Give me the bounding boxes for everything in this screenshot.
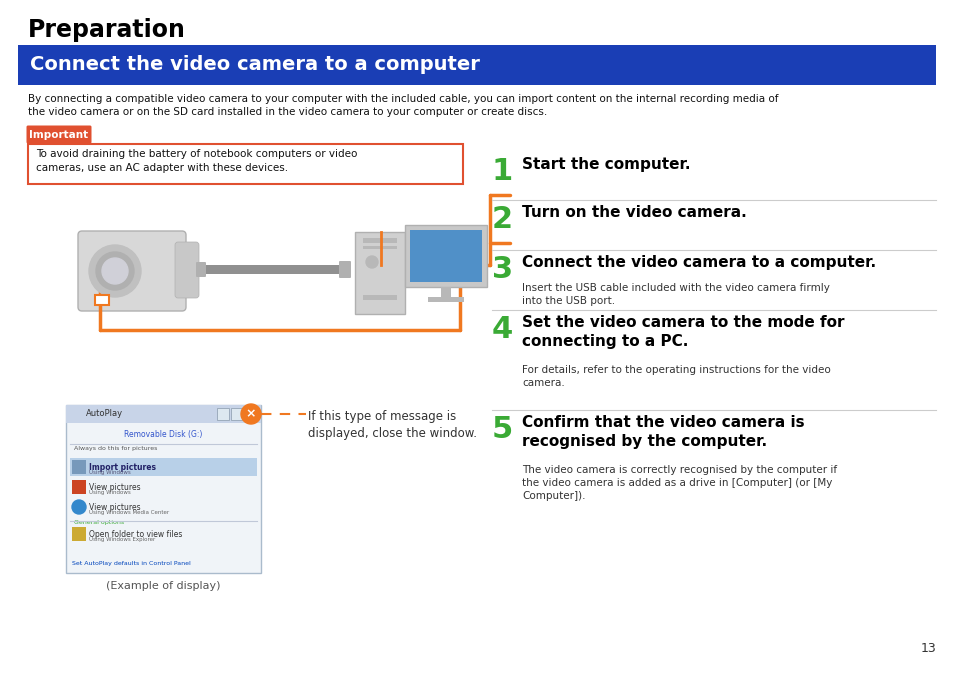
Text: 4: 4 xyxy=(492,315,513,344)
Text: Turn on the video camera.: Turn on the video camera. xyxy=(521,205,746,220)
Text: ×: × xyxy=(246,407,256,421)
Text: To avoid draining the battery of notebook computers or video
cameras, use an AC : To avoid draining the battery of noteboo… xyxy=(36,149,357,173)
Bar xyxy=(355,232,405,314)
Circle shape xyxy=(366,256,377,268)
Circle shape xyxy=(241,404,261,424)
Text: Connect the video camera to a computer.: Connect the video camera to a computer. xyxy=(521,255,875,270)
FancyBboxPatch shape xyxy=(338,261,351,278)
FancyBboxPatch shape xyxy=(27,125,91,143)
Text: Using Windows: Using Windows xyxy=(89,490,131,495)
Text: 1: 1 xyxy=(492,157,513,186)
Text: Confirm that the video camera is
recognised by the computer.: Confirm that the video camera is recogni… xyxy=(521,415,803,449)
Bar xyxy=(216,408,229,420)
Text: The video camera is correctly recognised by the computer if
the video camera is : The video camera is correctly recognised… xyxy=(521,465,836,501)
Text: Set AutoPlay defaults in Control Panel: Set AutoPlay defaults in Control Panel xyxy=(71,561,191,566)
Text: View pictures: View pictures xyxy=(89,503,140,512)
Text: Always do this for pictures: Always do this for pictures xyxy=(74,446,157,451)
Circle shape xyxy=(102,258,128,284)
Circle shape xyxy=(89,245,141,297)
Bar xyxy=(428,297,463,302)
Bar xyxy=(363,238,396,243)
FancyBboxPatch shape xyxy=(174,242,199,298)
Text: By connecting a compatible video camera to your computer with the included cable: By connecting a compatible video camera … xyxy=(28,94,778,117)
Bar xyxy=(70,458,256,476)
Circle shape xyxy=(71,500,86,514)
Text: General options: General options xyxy=(74,520,124,525)
Bar xyxy=(363,295,396,300)
Text: Set the video camera to the mode for
connecting to a PC.: Set the video camera to the mode for con… xyxy=(521,315,843,349)
Text: 5: 5 xyxy=(492,415,513,444)
Text: View pictures: View pictures xyxy=(89,483,140,492)
FancyBboxPatch shape xyxy=(78,231,186,311)
Bar xyxy=(440,287,451,297)
Text: 3: 3 xyxy=(492,255,513,284)
Bar xyxy=(95,295,109,305)
Text: For details, refer to the operating instructions for the video
camera.: For details, refer to the operating inst… xyxy=(521,365,830,388)
Bar xyxy=(71,480,86,494)
Bar xyxy=(28,144,462,184)
FancyBboxPatch shape xyxy=(195,262,206,277)
Text: Import pictures: Import pictures xyxy=(89,463,156,472)
Text: Using Windows Media Center: Using Windows Media Center xyxy=(89,510,169,515)
Text: If this type of message is
displayed, close the window.: If this type of message is displayed, cl… xyxy=(308,410,476,440)
Text: Open folder to view files: Open folder to view files xyxy=(89,530,182,539)
Text: 13: 13 xyxy=(920,642,935,655)
Circle shape xyxy=(96,252,133,290)
Bar xyxy=(363,246,396,249)
Bar xyxy=(245,408,256,420)
Text: Removable Disk (G:): Removable Disk (G:) xyxy=(124,430,202,439)
Text: 2: 2 xyxy=(492,205,513,234)
Text: Using Windows: Using Windows xyxy=(89,470,131,475)
Bar xyxy=(231,408,243,420)
Bar xyxy=(71,460,86,474)
Bar xyxy=(66,405,261,423)
Text: AutoPlay: AutoPlay xyxy=(86,409,123,419)
Text: Connect the video camera to a computer: Connect the video camera to a computer xyxy=(30,55,479,75)
Bar xyxy=(405,225,486,287)
Bar xyxy=(200,265,339,274)
Text: Important: Important xyxy=(30,129,89,139)
Bar xyxy=(66,405,261,573)
Text: (Example of display): (Example of display) xyxy=(106,581,220,591)
Text: Start the computer.: Start the computer. xyxy=(521,157,690,172)
Text: Using Windows Explorer: Using Windows Explorer xyxy=(89,537,155,542)
Bar xyxy=(410,230,481,282)
Bar xyxy=(18,45,935,85)
Text: Preparation: Preparation xyxy=(28,18,186,42)
Text: Insert the USB cable included with the video camera firmly
into the USB port.: Insert the USB cable included with the v… xyxy=(521,283,829,306)
Bar xyxy=(71,527,86,541)
